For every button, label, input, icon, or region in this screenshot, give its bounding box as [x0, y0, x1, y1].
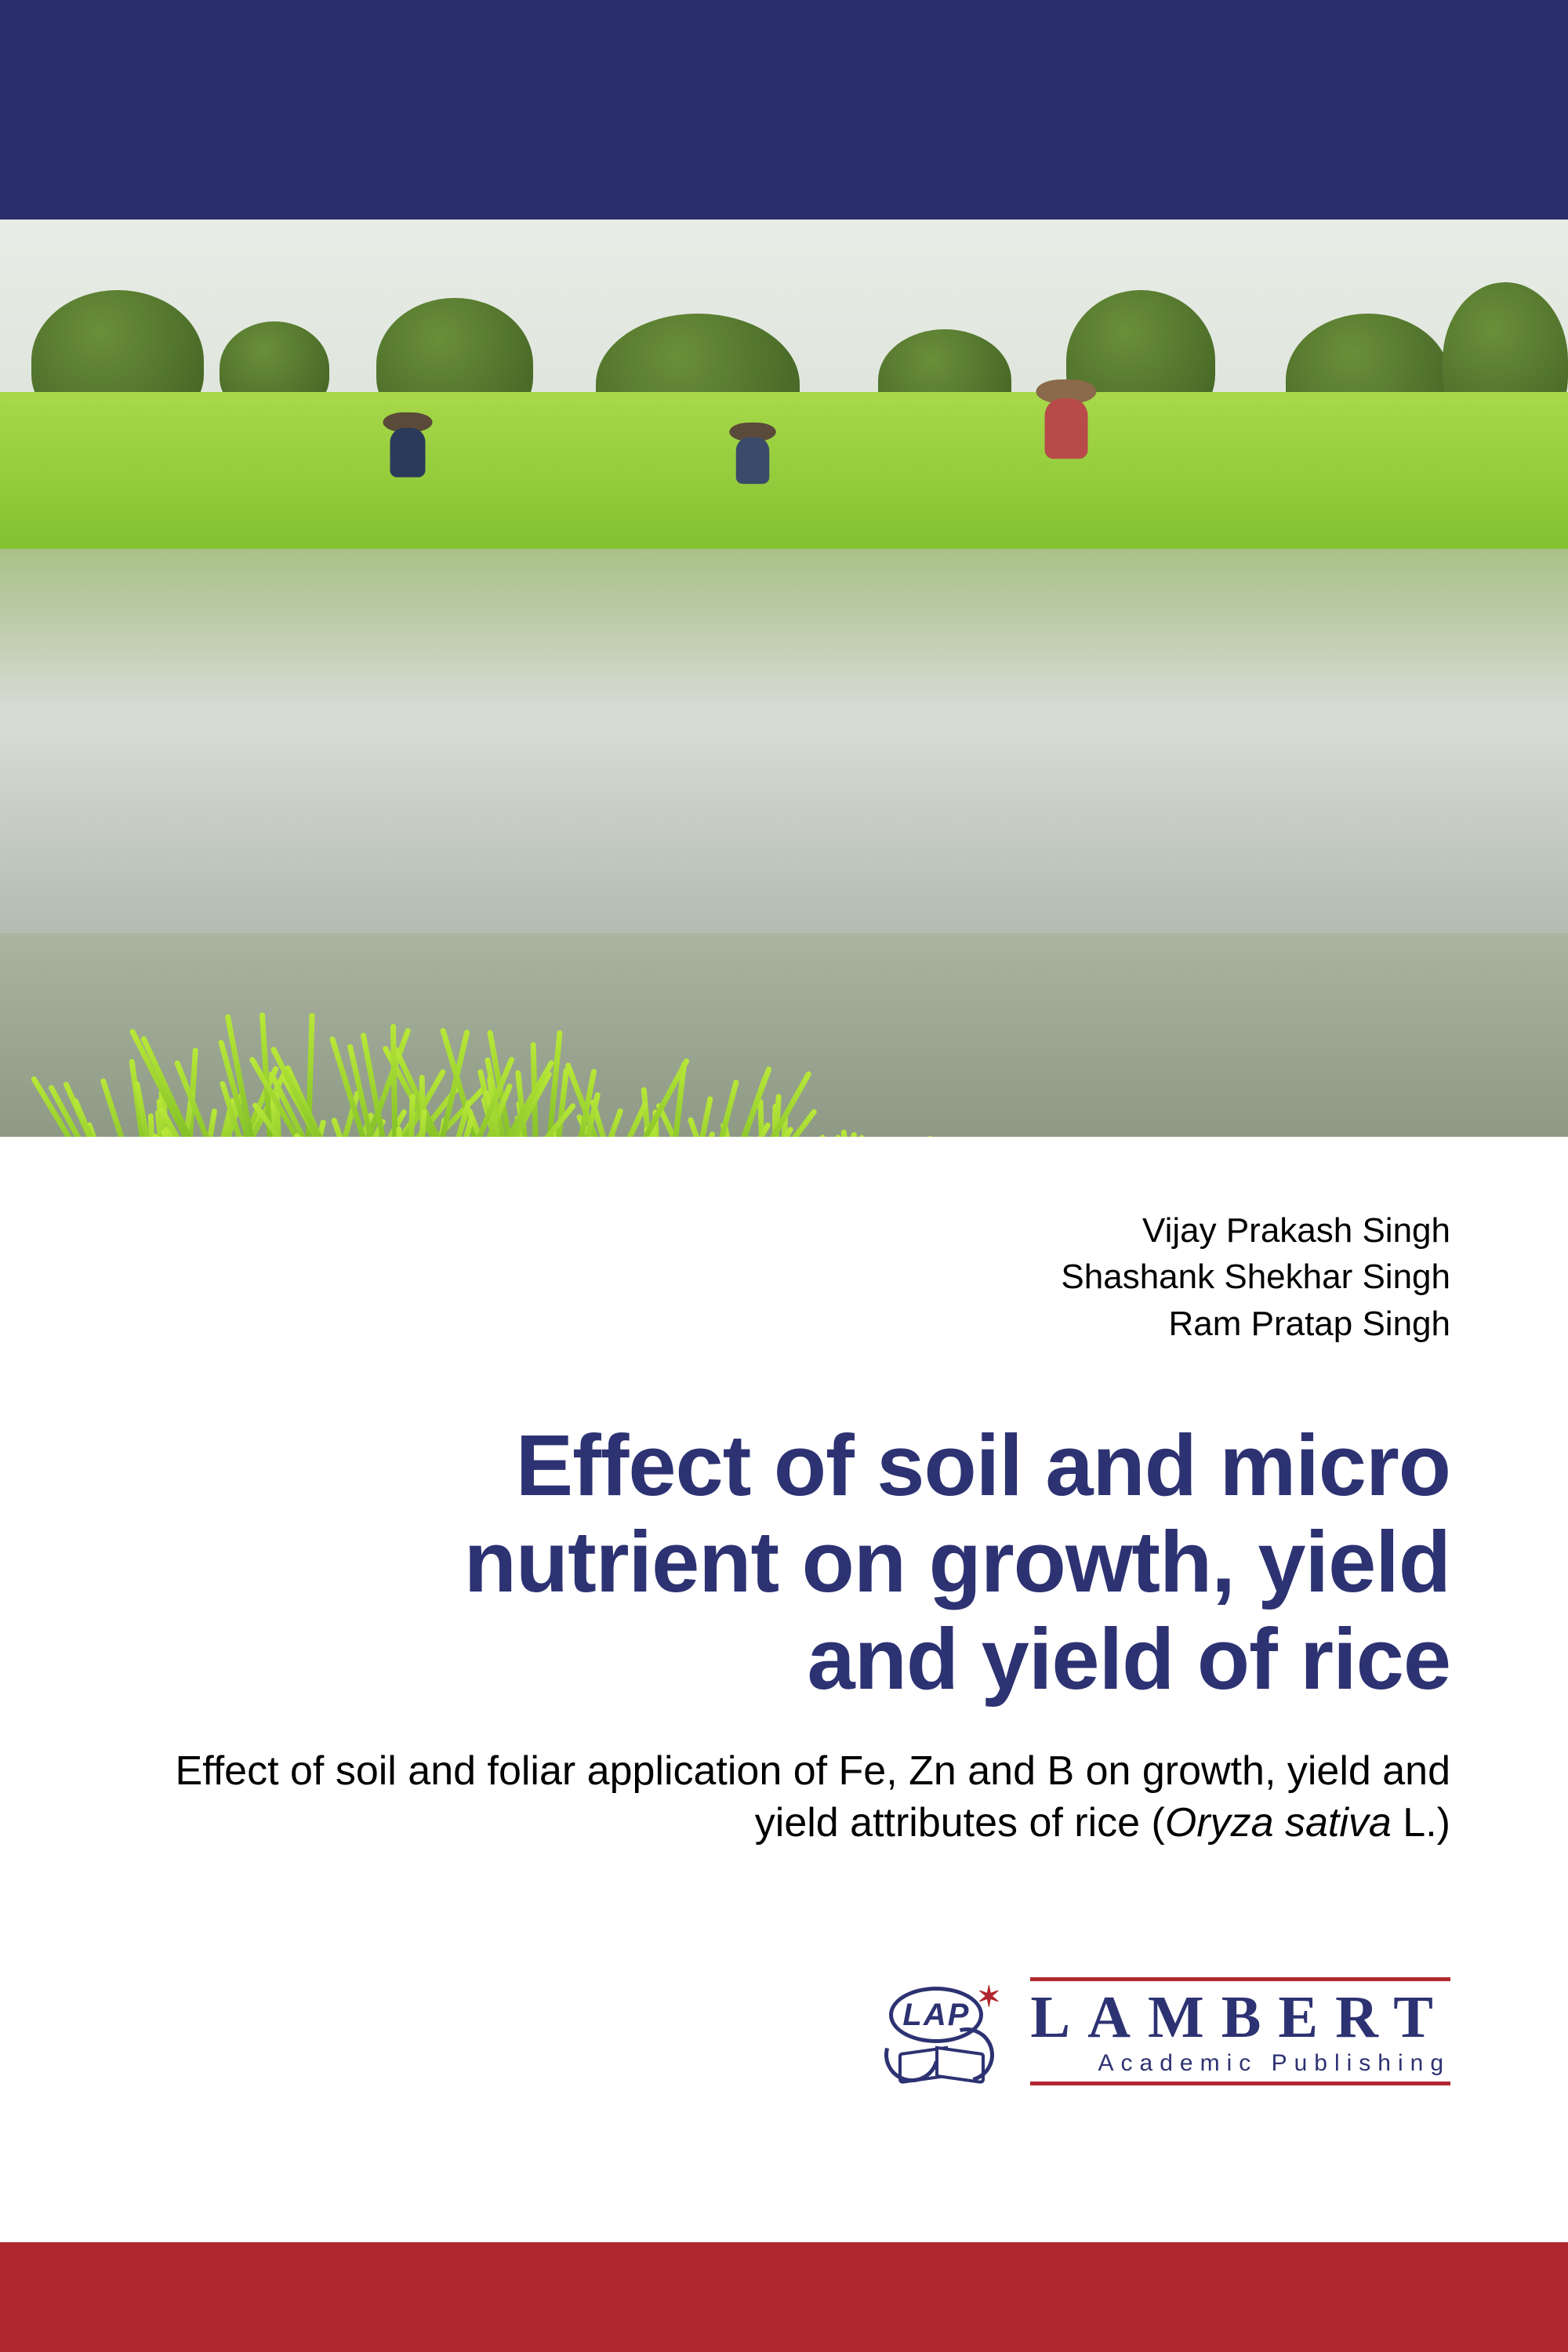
bottom-color-band — [0, 2242, 1568, 2352]
book-subtitle: Effect of soil and foliar application of… — [118, 1745, 1450, 1849]
publisher-logo-icon: ✶ LAP — [875, 1980, 1008, 2082]
photo-farmer — [1032, 379, 1101, 483]
publisher-subline: Academic Publishing — [1030, 2050, 1450, 2077]
logo-laurel-icon — [884, 2051, 994, 2082]
author-name: Shashank Shekhar Singh — [118, 1254, 1450, 1300]
subtitle-italic: Oryza sativa — [1165, 1800, 1392, 1846]
subtitle-post: L.) — [1392, 1800, 1450, 1846]
photo-farmer — [379, 412, 436, 497]
seedling-bundle — [329, 1035, 486, 1137]
publisher-name: LAMBERT — [1030, 1987, 1450, 2047]
publisher-block: ✶ LAP LAMBERT Academic Publishing — [875, 1977, 1450, 2085]
authors-block: Vijay Prakash SinghShashank Shekhar Sing… — [118, 1207, 1450, 1347]
publisher-text: LAMBERT Academic Publishing — [1030, 1977, 1450, 2085]
photo-farmer — [726, 423, 779, 503]
top-color-band — [0, 0, 1568, 220]
text-content-area: Vijay Prakash SinghShashank Shekhar Sing… — [0, 1137, 1568, 2242]
author-name: Vijay Prakash Singh — [118, 1207, 1450, 1254]
photo-field — [0, 392, 1568, 564]
photo-reflection — [0, 549, 1568, 706]
cover-photo — [0, 220, 1568, 1137]
book-title: Effect of soil and micronutrient on grow… — [118, 1417, 1450, 1708]
photo-water — [0, 549, 1568, 1137]
author-name: Ram Pratap Singh — [118, 1301, 1450, 1347]
